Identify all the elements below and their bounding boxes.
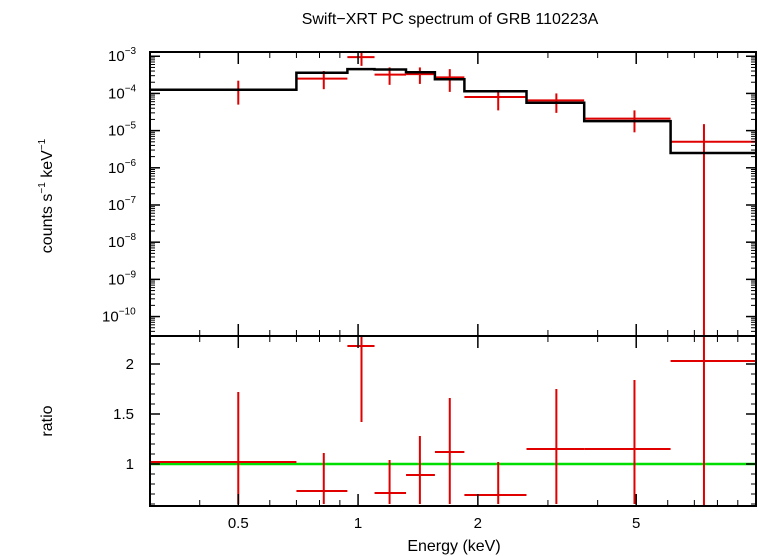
spectrum-y-tick-label-5: 10−7 xyxy=(108,195,137,214)
spectrum-y-tick-label-6: 10−8 xyxy=(108,232,137,251)
model-step-curve xyxy=(150,67,756,155)
x-tick-label-4: 5 xyxy=(632,515,640,532)
spectrum-y-tick-label-1: 10−3 xyxy=(108,46,137,65)
spectrum-y-tick-label-3: 10−5 xyxy=(108,121,137,140)
ratio-y-tick-label-3: 2 xyxy=(126,356,134,373)
ratio-y-axis-label: ratio xyxy=(39,405,56,436)
spectrum-y-tick-label-8: 10−10 xyxy=(102,307,136,326)
ratio-plot-frame xyxy=(149,335,757,507)
ratio-panel: 11.52 0.5 1 2 5 ratio xyxy=(39,335,757,532)
spectrum-panel: 10−3 10−4 10−5 10−6 10−7 10−8 10−9 10−10 counts… xyxy=(37,46,757,337)
spectrum-y-ticks: 10−3 10−4 10−5 10−6 10−7 10−8 10−9 10−10 xyxy=(102,46,756,337)
ratio-y-tick-label-1: 1 xyxy=(126,456,134,473)
ylabel-part-2: keV xyxy=(39,150,56,182)
spectrum-y-tick-label-2: 10−4 xyxy=(108,83,137,102)
ratio-y-ticks: 11.52 xyxy=(113,343,756,505)
ratio-x-ticks: 0.5 1 2 5 xyxy=(149,336,739,532)
spectrum-plot-frame xyxy=(149,51,757,337)
x-tick-label-3: 2 xyxy=(474,515,482,532)
ylabel-part-1: counts s xyxy=(39,194,56,254)
ratio-y-tick-label-2: 1.5 xyxy=(113,406,134,423)
spectrum-y-tick-label-7: 10−9 xyxy=(108,269,137,288)
x-tick-label-2: 1 xyxy=(354,515,362,532)
ylabel-sup-2: −1 xyxy=(37,138,48,150)
ylabel-sup-1: −1 xyxy=(37,182,48,194)
x-tick-label-1: 0.5 xyxy=(228,515,249,532)
chart-title: Swift−XRT PC spectrum of GRB 110223A xyxy=(302,11,599,28)
spectrum-data-series xyxy=(150,52,756,336)
spectrum-y-tick-label-4: 10−6 xyxy=(108,158,137,177)
spectrum-model-series xyxy=(150,67,756,155)
spectrum-y-axis-label: counts s−1 keV−1 xyxy=(37,138,56,253)
x-axis-label: Energy (keV) xyxy=(407,538,500,555)
ratio-data-series xyxy=(150,336,756,506)
